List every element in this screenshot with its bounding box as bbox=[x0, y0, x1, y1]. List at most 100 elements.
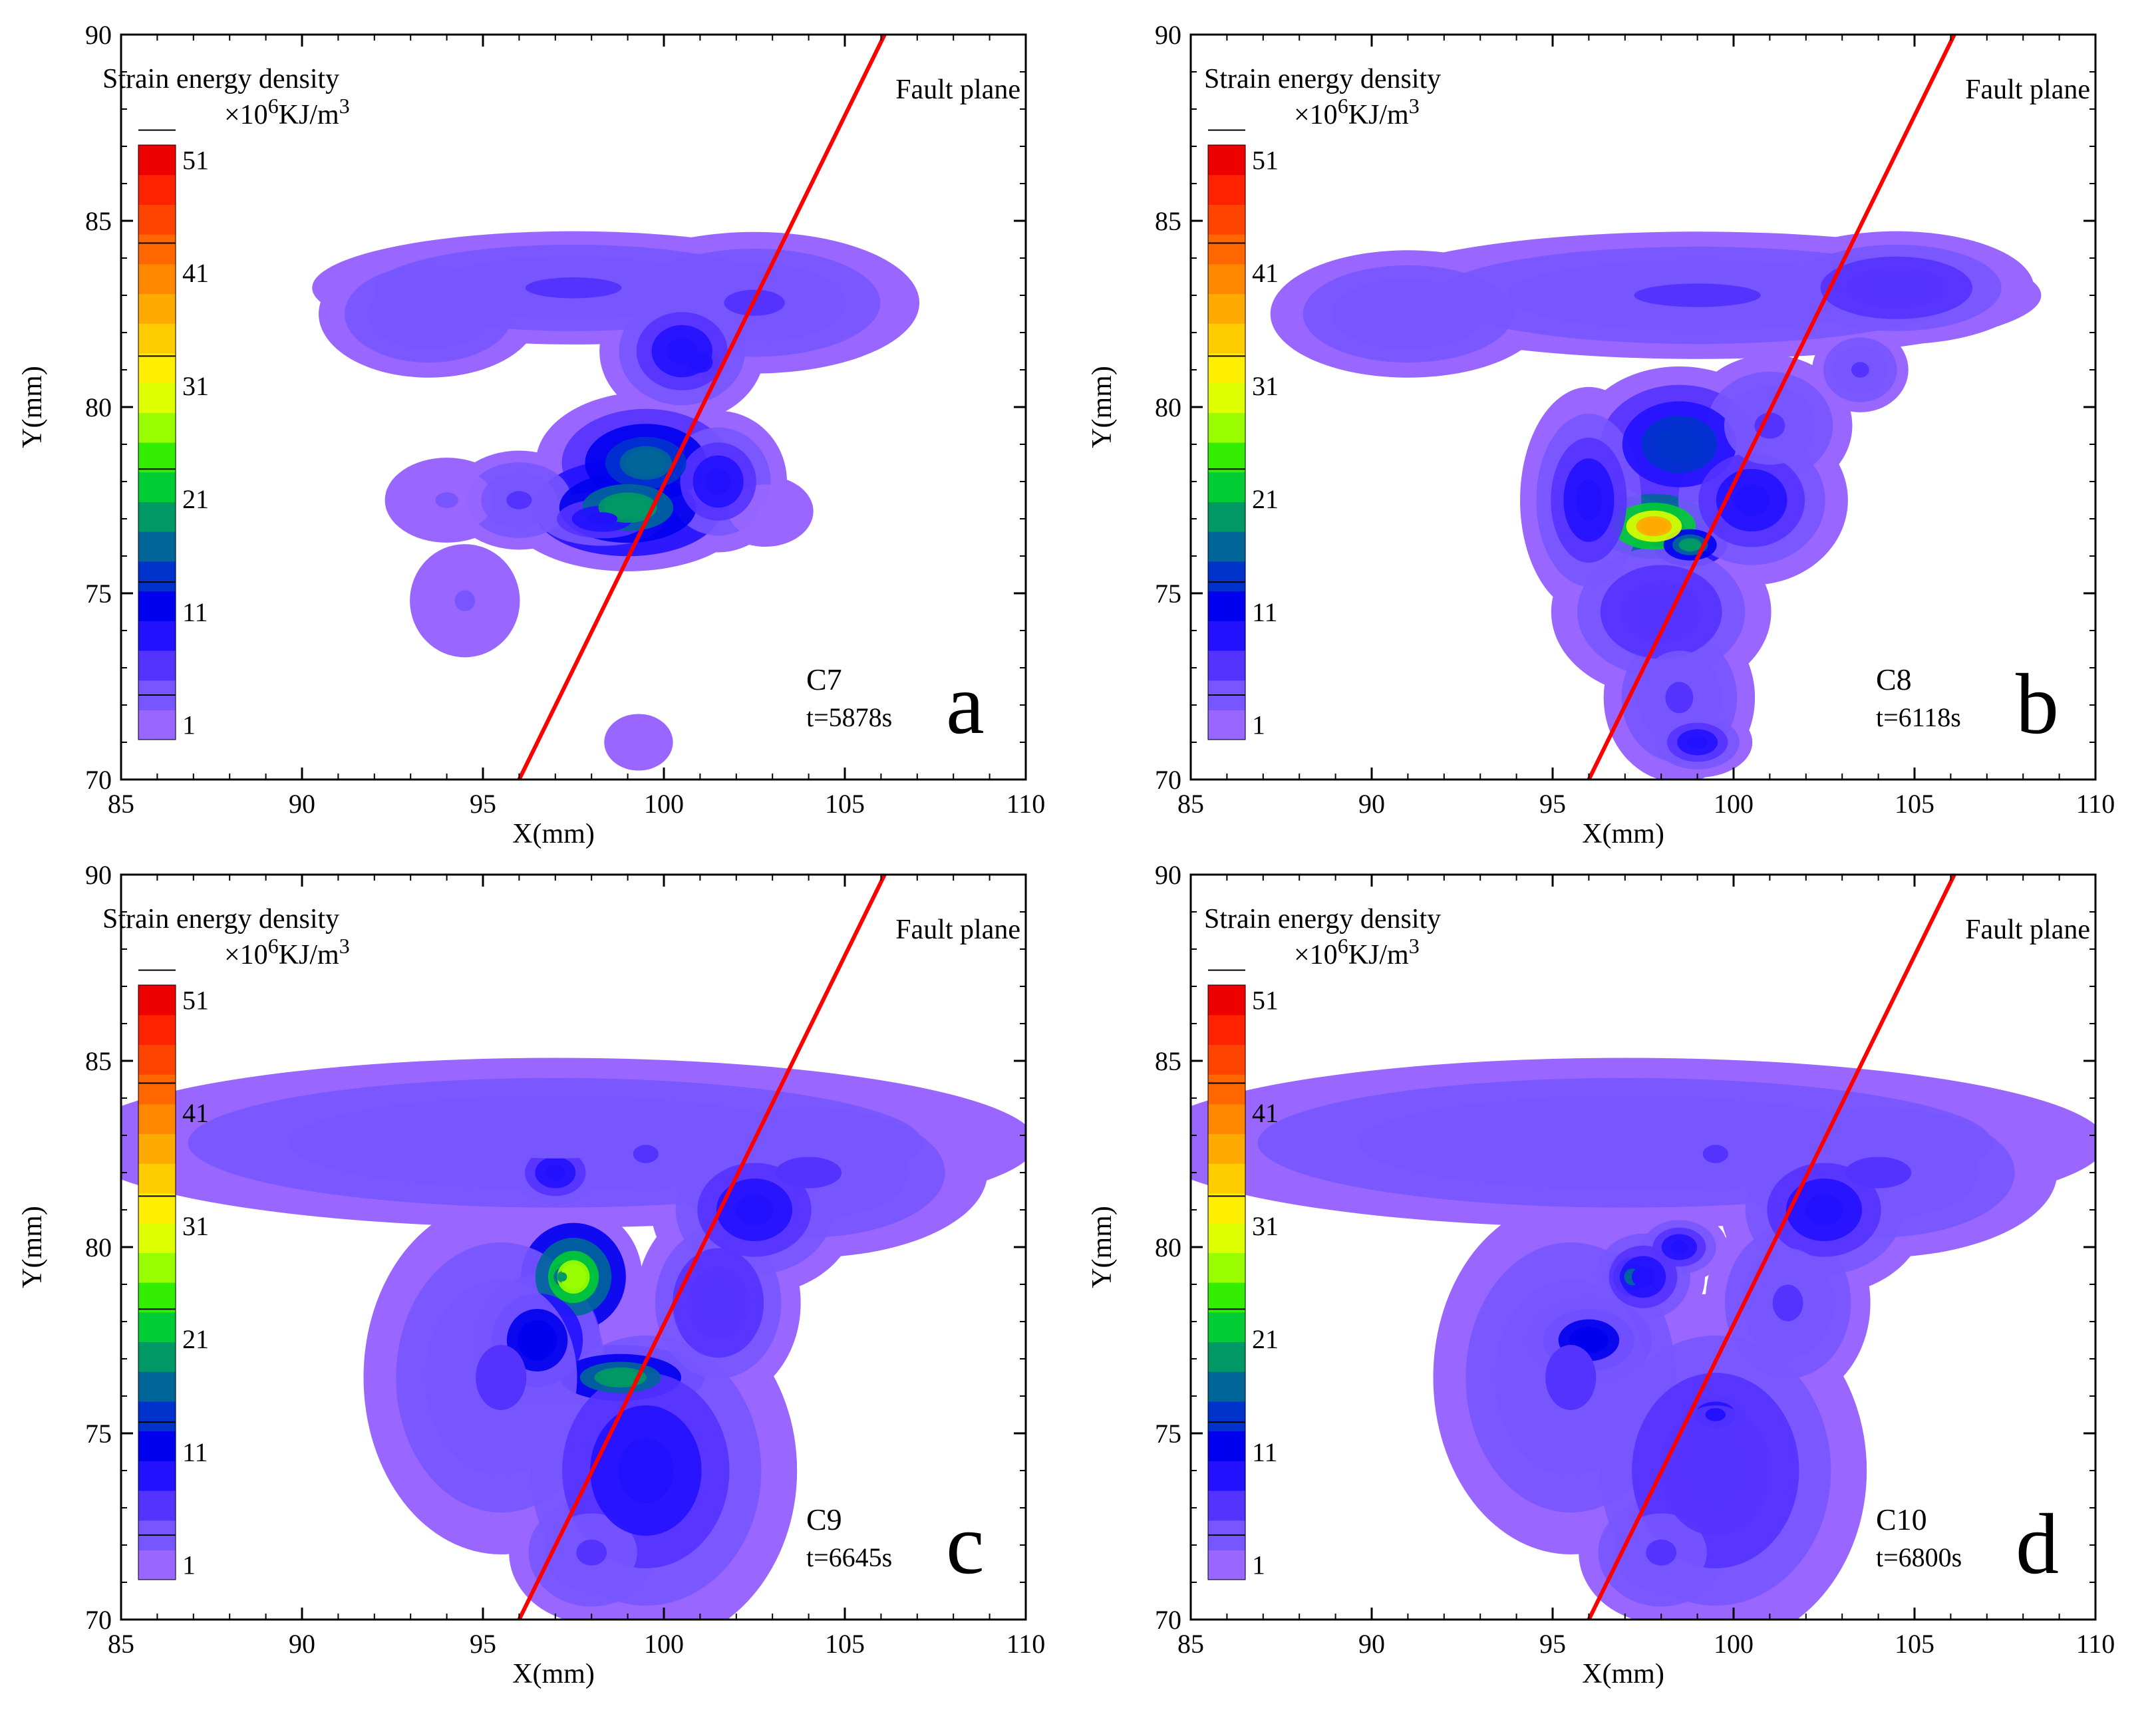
colorbar-segment bbox=[1208, 442, 1245, 473]
colorbar-tick-label: 41 bbox=[182, 1098, 209, 1128]
colorbar-segment bbox=[1208, 1193, 1245, 1224]
contour-peak bbox=[1805, 1194, 1843, 1226]
specimen-label: C10 bbox=[1876, 1502, 1927, 1536]
colorbar-segment bbox=[138, 650, 176, 681]
x-tick-label: 105 bbox=[1895, 789, 1934, 819]
contour-peak bbox=[1772, 1284, 1803, 1322]
colorbar-segment bbox=[1208, 263, 1245, 295]
contour-peak bbox=[560, 1264, 587, 1290]
colorbar-segment bbox=[1208, 234, 1245, 265]
colorbar-tick-label: 41 bbox=[1252, 258, 1279, 288]
x-tick-label: 100 bbox=[1714, 789, 1754, 819]
x-tick-label: 90 bbox=[1358, 1629, 1385, 1659]
contour-field bbox=[312, 231, 920, 771]
colorbar-segment bbox=[138, 531, 176, 562]
x-tick-label: 100 bbox=[1714, 1629, 1754, 1659]
x-tick-label: 100 bbox=[644, 789, 684, 819]
colorbar-segment bbox=[1208, 1222, 1245, 1253]
colorbar-segment bbox=[1208, 1133, 1245, 1164]
colorbar-tick-label: 51 bbox=[182, 145, 209, 175]
colorbar-tick-label: 31 bbox=[1252, 1211, 1279, 1241]
colorbar-segment bbox=[138, 1401, 176, 1432]
fault-plane-line bbox=[1587, 35, 1956, 780]
colorbar-segment bbox=[1208, 1074, 1245, 1105]
contour-peak bbox=[1660, 430, 1698, 459]
x-axis-label: X(mm) bbox=[512, 819, 595, 849]
colorbar-segment bbox=[138, 985, 176, 1016]
x-tick-label: 95 bbox=[470, 789, 496, 819]
colorbar-segment bbox=[1208, 591, 1245, 621]
contour-peak bbox=[1573, 1330, 1605, 1351]
contour-peak bbox=[1631, 1266, 1655, 1288]
colorbar-segment bbox=[138, 1550, 176, 1580]
colorbar-segment bbox=[1208, 353, 1245, 384]
y-tick-label: 85 bbox=[85, 1046, 112, 1076]
y-tick-label: 75 bbox=[1155, 579, 1181, 609]
colorbar-tick-label: 1 bbox=[182, 1550, 196, 1580]
x-axis-label: X(mm) bbox=[1582, 1659, 1664, 1689]
colorbar-segment bbox=[138, 1103, 176, 1135]
colorbar-segment bbox=[138, 561, 176, 592]
specimen-label: C8 bbox=[1876, 662, 1912, 696]
fault-plane-label: Fault plane bbox=[895, 74, 1020, 105]
colorbar-segment bbox=[1208, 412, 1245, 443]
panel-c: 85 90 95 100 105 1107075808590X(mm)Y(mm)11121… bbox=[17, 860, 1045, 1689]
colorbar-title: Strain energy density bbox=[1204, 64, 1441, 94]
colorbar-segment bbox=[1208, 323, 1245, 354]
y-tick-label: 70 bbox=[1155, 1605, 1181, 1635]
y-tick-label: 80 bbox=[85, 1232, 112, 1262]
contour-peak bbox=[1687, 736, 1708, 749]
y-tick-label: 90 bbox=[1155, 20, 1181, 50]
colorbar-segment bbox=[1208, 1282, 1245, 1313]
colorbar-segment bbox=[1208, 204, 1245, 235]
y-tick-label: 90 bbox=[1155, 860, 1181, 890]
contour-peak bbox=[587, 512, 618, 525]
panel-letter: a bbox=[946, 656, 985, 752]
colorbar-segment bbox=[1208, 621, 1245, 651]
colorbar-title: Strain energy density bbox=[102, 904, 339, 934]
contour-peak bbox=[735, 1194, 774, 1226]
colorbar-segment bbox=[1208, 710, 1245, 740]
colorbar-segment bbox=[138, 710, 176, 740]
colorbar-tick-label: 31 bbox=[182, 1211, 209, 1241]
colorbar-segment bbox=[1208, 1163, 1245, 1194]
colorbar-segment bbox=[138, 591, 176, 621]
contour-peak bbox=[506, 491, 532, 509]
colorbar-segment bbox=[1208, 531, 1245, 562]
y-tick-label: 85 bbox=[1155, 206, 1181, 236]
y-tick-label: 85 bbox=[1155, 1046, 1181, 1076]
colorbar-segment bbox=[138, 353, 176, 384]
colorbar-segment bbox=[138, 382, 176, 413]
colorbar-segment bbox=[138, 1312, 176, 1342]
colorbar-segment bbox=[138, 1014, 176, 1045]
colorbar-tick-label: 31 bbox=[182, 371, 209, 401]
x-tick-label: 95 bbox=[470, 1629, 496, 1659]
plot-area bbox=[121, 35, 1026, 780]
y-tick-label: 80 bbox=[1155, 392, 1181, 422]
contour-peak bbox=[1640, 596, 1682, 628]
contour-peak bbox=[632, 737, 645, 748]
contour-peak bbox=[705, 468, 731, 495]
colorbar-segment bbox=[1208, 145, 1245, 176]
contour-field bbox=[121, 1058, 1026, 1620]
contour-peak bbox=[454, 590, 476, 611]
colorbar-tick-label: 31 bbox=[1252, 371, 1279, 401]
colorbar-segment bbox=[138, 323, 176, 354]
colorbar-segment bbox=[138, 1222, 176, 1253]
colorbar-segment bbox=[138, 234, 176, 265]
colorbar-title: Strain energy density bbox=[102, 64, 339, 94]
colorbar-segment bbox=[1208, 1550, 1245, 1580]
panel-letter: d bbox=[2016, 1496, 2059, 1592]
colorbar-tick-label: 41 bbox=[1252, 1098, 1279, 1128]
contour-peak bbox=[408, 302, 449, 326]
colorbar-segment bbox=[1208, 501, 1245, 532]
y-axis-label: Y(mm) bbox=[1087, 1206, 1118, 1288]
contour-peak bbox=[1545, 1345, 1597, 1410]
panel-d: 85 90 95 100 105 1107075808590X(mm)Y(mm)11121… bbox=[1087, 860, 2115, 1689]
panel-letter: c bbox=[946, 1496, 985, 1592]
colorbar-segment bbox=[138, 174, 176, 205]
x-tick-label: 105 bbox=[1895, 1629, 1934, 1659]
colorbar-unit: ×106KJ/m3 bbox=[224, 934, 350, 970]
contour-peak bbox=[605, 496, 651, 519]
